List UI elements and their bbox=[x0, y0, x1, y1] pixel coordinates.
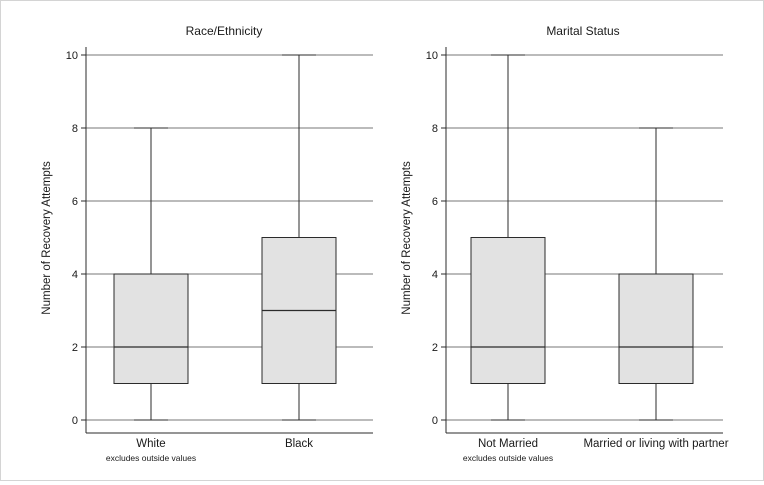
outside-values-note: excludes outside values bbox=[463, 453, 553, 463]
category-label: Black bbox=[285, 438, 313, 450]
category-label: Married or living with partner bbox=[583, 438, 728, 450]
y-tick-label: 8 bbox=[432, 123, 438, 135]
y-tick-label: 6 bbox=[72, 196, 78, 208]
y-tick-label: 0 bbox=[72, 415, 78, 427]
y-tick-label: 4 bbox=[72, 269, 78, 281]
y-axis-label: Number of Recovery Attempts bbox=[41, 161, 53, 315]
box-married-or-living-with-partner bbox=[618, 273, 694, 384]
category-label: Not Married bbox=[478, 438, 538, 450]
y-tick-label: 6 bbox=[432, 196, 438, 208]
outside-values-note: excludes outside values bbox=[106, 453, 196, 463]
box-white bbox=[113, 273, 189, 384]
panel-1-title: Race/Ethnicity bbox=[186, 24, 263, 38]
y-tick-label: 4 bbox=[432, 269, 438, 281]
y-tick-label: 8 bbox=[72, 123, 78, 135]
category-label: White bbox=[136, 438, 165, 450]
y-tick-label: 10 bbox=[426, 50, 438, 62]
y-tick-label: 2 bbox=[432, 342, 438, 354]
y-tick-label: 0 bbox=[432, 415, 438, 427]
y-tick-label: 10 bbox=[66, 50, 78, 62]
y-tick-label: 2 bbox=[72, 342, 78, 354]
box-not-married bbox=[470, 237, 546, 384]
y-axis-label: Number of Recovery Attempts bbox=[401, 161, 413, 315]
panel-2-title: Marital Status bbox=[546, 24, 619, 38]
